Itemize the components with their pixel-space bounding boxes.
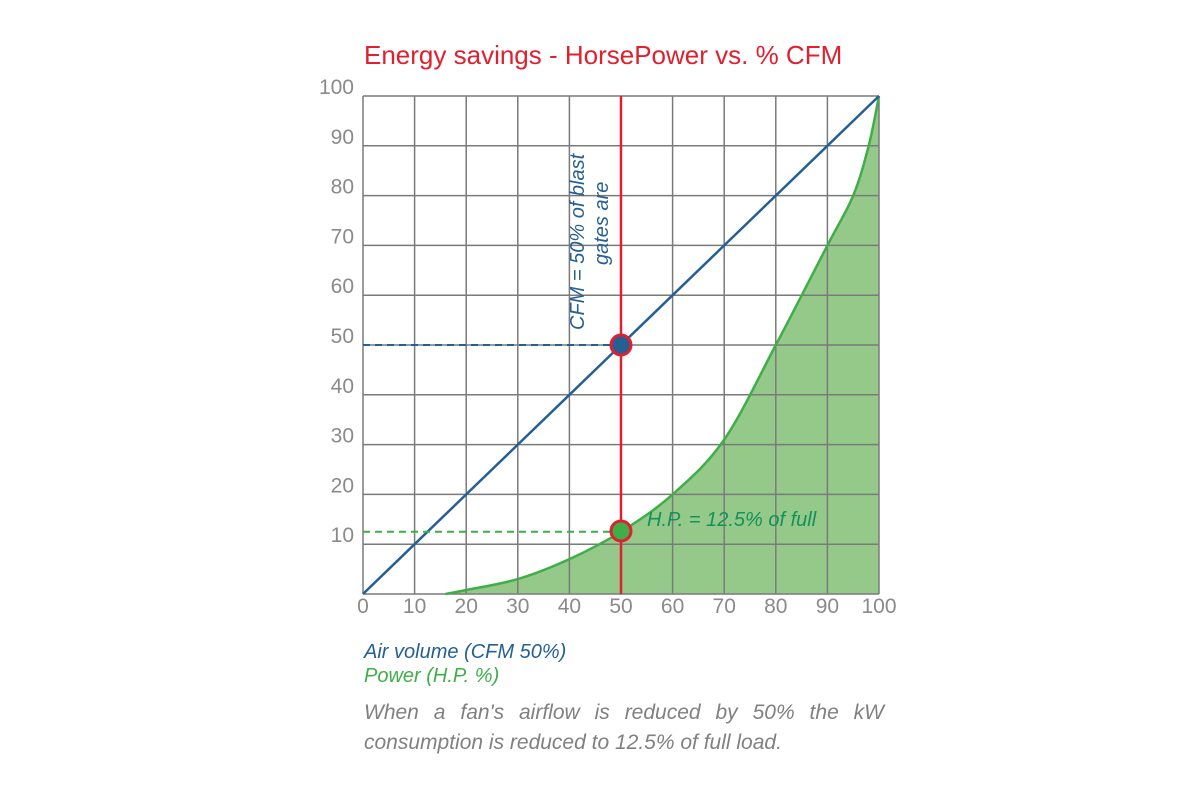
y-tick-label: 100 — [319, 76, 354, 99]
x-tick-label: 20 — [455, 595, 478, 618]
power-area — [445, 96, 879, 594]
y-tick-label: 60 — [331, 275, 354, 298]
y-tick-label: 70 — [331, 225, 354, 248]
x-tick-label: 80 — [764, 595, 787, 618]
air-volume-marker — [609, 333, 633, 357]
y-tick-label: 50 — [331, 325, 354, 348]
legend-air-volume: Air volume (CFM 50%) — [364, 641, 567, 663]
power-marker — [609, 519, 633, 543]
x-tick-label: 60 — [661, 595, 684, 618]
caption-text: When a fan's airflow is reduced by 50% t… — [364, 701, 884, 754]
x-tick-label: 90 — [816, 595, 839, 618]
y-axis-ticks: 100 90 80 70 60 50 40 30 20 10 — [319, 76, 354, 547]
power-curve — [445, 95, 881, 596]
y-tick-label: 40 — [331, 375, 354, 398]
legend: Air volume (CFM 50%) Power (H.P. %) — [364, 640, 566, 688]
x-tick-label: 50 — [609, 595, 632, 618]
x-tick-label: 100 — [861, 595, 896, 618]
legend-power: Power (H.P. %) — [364, 665, 500, 687]
y-tick-label: 30 — [331, 425, 354, 448]
x-tick-label: 40 — [558, 595, 581, 618]
x-tick-label: 10 — [403, 595, 426, 618]
x-tick-label: 0 — [357, 595, 369, 618]
y-tick-label: 20 — [331, 474, 354, 497]
x-axis-ticks: 0 10 20 30 40 50 60 70 80 90 100 — [357, 595, 896, 618]
x-tick-label: 30 — [506, 595, 529, 618]
cfm-annotation-line1: CFM = 50% of blast — [567, 152, 589, 330]
hp-annotation: H.P. = 12.5% of full — [647, 509, 817, 531]
x-tick-label: 70 — [713, 595, 736, 618]
cfm-annotation-line2: gates are — [591, 182, 613, 265]
chart-title: Energy savings - HorsePower vs. % CFM — [364, 40, 843, 70]
y-tick-label: 80 — [331, 176, 354, 199]
y-tick-label: 90 — [331, 126, 354, 149]
y-tick-label: 10 — [331, 524, 354, 547]
